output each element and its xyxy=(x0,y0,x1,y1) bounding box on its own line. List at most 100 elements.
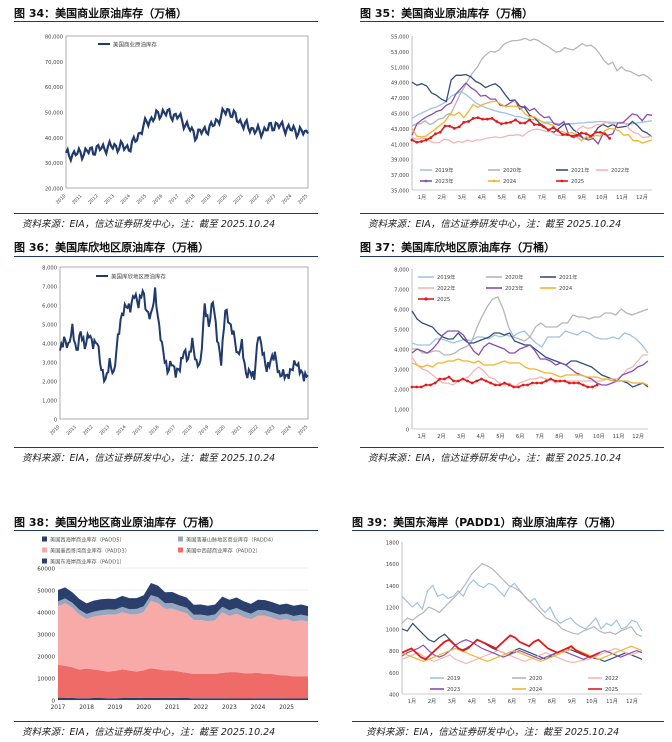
series-line-2022 xyxy=(401,647,643,665)
data-point xyxy=(603,132,607,136)
legend-label: 美国落基山脉地区商业库存（PADD4） xyxy=(186,536,276,544)
x-tick-label: 2016 xyxy=(148,424,161,437)
x-tick-label: 3月 xyxy=(448,698,457,705)
x-tick-label: 2022 xyxy=(248,193,261,206)
source-rule xyxy=(360,213,664,214)
x-tick-label: 2011 xyxy=(65,424,78,437)
data-point xyxy=(438,130,442,134)
legend-label: 美国商业原油库存 xyxy=(113,41,158,49)
data-point xyxy=(415,140,419,144)
data-point xyxy=(591,385,594,389)
x-tick-label: 1月 xyxy=(418,433,427,440)
figure-title: 图 39：美国东海岸（PADD1）商业原油库存（万桶） xyxy=(352,516,622,529)
x-tick-label: 2025 xyxy=(297,193,310,206)
data-point xyxy=(480,377,483,381)
x-tick-label: 9月 xyxy=(575,433,584,440)
source-rule xyxy=(360,447,664,448)
data-point xyxy=(500,122,503,126)
plot-area xyxy=(412,269,648,429)
x-tick-label: 8月 xyxy=(555,433,564,440)
y-tick-label: 37,000 xyxy=(391,173,409,179)
data-point xyxy=(415,385,419,389)
x-tick-label: 8月 xyxy=(548,698,557,705)
series-line-2025 xyxy=(401,634,600,661)
title-rule xyxy=(14,21,318,22)
legend-label: 美国中西部商业库存（PADD2） xyxy=(186,547,261,555)
y-tick-label: 8,000 xyxy=(42,266,57,272)
x-tick-label: 2024 xyxy=(280,424,293,437)
data-point xyxy=(530,381,534,385)
x-tick-label: 2017 xyxy=(51,705,66,711)
title-rule xyxy=(360,21,664,22)
legend-label: 2020年 xyxy=(505,273,523,281)
y-tick-label: 20000 xyxy=(37,655,55,661)
y-tick-label: 41,000 xyxy=(391,142,409,148)
y-tick-label: 2,000 xyxy=(42,380,57,386)
x-tick-label: 2022 xyxy=(247,424,260,437)
legend-marker xyxy=(424,179,428,183)
data-point xyxy=(526,383,530,387)
legend-label: 2022年 xyxy=(437,284,455,292)
y-tick-label: 55,000 xyxy=(391,35,409,41)
legend-label: 2021年 xyxy=(571,166,589,174)
data-point xyxy=(570,134,574,138)
data-point xyxy=(461,377,465,381)
data-point xyxy=(575,133,579,137)
y-tick-label: 1800 xyxy=(386,541,399,547)
data-point xyxy=(434,132,437,136)
x-tick-label: 7月 xyxy=(528,698,537,705)
legend-label: 2023 xyxy=(447,687,460,693)
x-tick-label: 11月 xyxy=(616,194,628,201)
chart-39: 400 600 800 1000 1200 1400 1600 1800 1月 2月 3月 4月 5月 6… xyxy=(386,541,643,705)
figure-title: 图 37：美国库欣地区原油库存（万桶） xyxy=(360,241,556,254)
series-line-2022年 xyxy=(411,121,653,144)
x-tick-label: 5月 xyxy=(488,698,497,705)
legend-swatch xyxy=(178,536,183,542)
data-point xyxy=(514,118,517,122)
series-line-us-commercial xyxy=(65,106,309,164)
x-tick-label: 2025 xyxy=(297,424,310,437)
chart-37: 0 1,000 2,000 3,000 4,000 5,000 6,000 7,000 8,00… xyxy=(394,268,649,440)
chart-38: 0 10000 20000 30000 40000 50000 60000 2017 2018 2… xyxy=(37,536,308,711)
x-tick-label: 3月 xyxy=(458,194,467,201)
data-point xyxy=(410,385,414,389)
source-note: 资料来源：EIA，信达证券研发中心，注：截至 2025.10.24 xyxy=(22,219,276,230)
data-point xyxy=(565,133,569,136)
area-美国西海岸商业库存（PADD5） xyxy=(58,583,308,616)
x-tick-label: 12月 xyxy=(626,698,638,705)
series-line-2023年 xyxy=(411,82,653,145)
x-tick-label: 2023 xyxy=(222,705,237,711)
legend-swatch xyxy=(42,547,47,553)
x-tick-label: 2015 xyxy=(136,193,149,206)
x-tick-label: 2021 xyxy=(165,705,180,711)
data-point xyxy=(581,383,585,387)
data-point xyxy=(509,120,513,124)
data-point xyxy=(504,121,508,125)
x-tick-label: 2018 xyxy=(79,705,94,711)
data-point xyxy=(456,379,460,383)
source-note: 资料来源：EIA，信达证券研发中心，注：截至 2025.10.24 xyxy=(22,727,276,738)
y-tick-label: 47,000 xyxy=(391,96,409,102)
legend-label: 美国墨西哥湾商业库存（PADD3） xyxy=(50,547,130,555)
data-point xyxy=(448,124,452,128)
y-tick-label: 0 xyxy=(54,418,57,424)
legend-marker xyxy=(424,297,428,301)
legend-label: 2022 xyxy=(605,676,618,682)
x-tick-label: 12月 xyxy=(636,194,648,201)
y-tick-label: 80,000 xyxy=(45,35,63,41)
x-tick-label: 2010 xyxy=(55,193,68,206)
x-tick-label: 9月 xyxy=(568,698,577,705)
y-tick-label: 50,000 xyxy=(45,111,63,117)
data-point xyxy=(584,132,588,136)
x-tick-label: 2020 xyxy=(136,705,151,711)
figure-title: 图 34：美国商业原油库存（万桶） xyxy=(14,7,188,20)
series-line-2024 xyxy=(401,645,643,663)
legend-swatch xyxy=(178,547,183,553)
data-point xyxy=(442,377,446,381)
x-tick-label: 6月 xyxy=(516,433,525,440)
x-tick-label: 2022 xyxy=(193,705,208,711)
data-point xyxy=(598,130,602,134)
data-point xyxy=(466,379,469,383)
y-tick-label: 1,000 xyxy=(394,408,409,414)
data-point xyxy=(535,381,539,385)
